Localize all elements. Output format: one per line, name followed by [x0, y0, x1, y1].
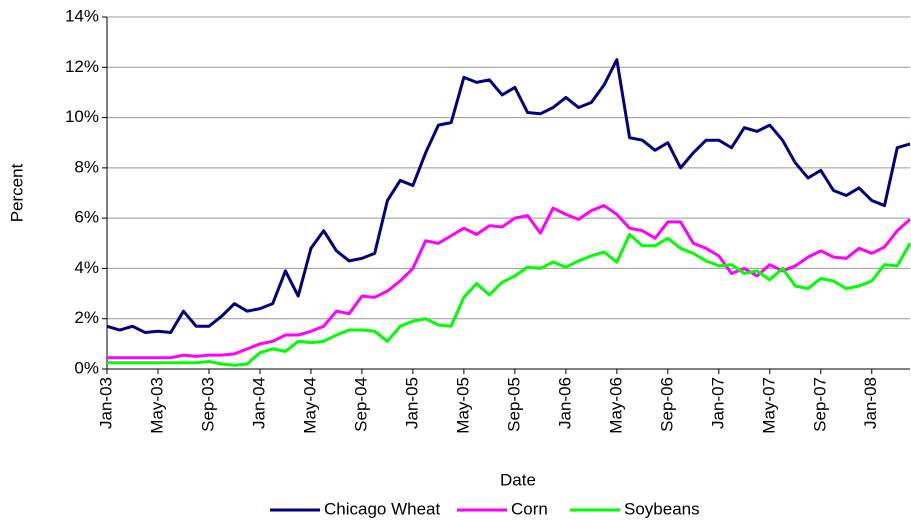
x-tick-label: May-06 — [606, 377, 625, 434]
x-tick-label: Jan-07 — [708, 377, 727, 429]
x-tick-label: Jan-03 — [96, 377, 115, 429]
x-tick-label: May-03 — [147, 377, 166, 434]
y-tick-label: 8% — [74, 157, 99, 176]
series-line — [107, 232, 911, 367]
legend-label: Chicago Wheat — [324, 499, 441, 518]
x-tick-label: May-04 — [300, 377, 319, 434]
x-tick-label: Jan-08 — [861, 377, 880, 429]
x-tick-label: Jan-06 — [555, 377, 574, 429]
y-tick-label: 6% — [74, 208, 99, 227]
x-tick-label: May-05 — [453, 377, 472, 434]
x-tick-label: Jan-04 — [249, 377, 268, 429]
x-tick-label: Jan-05 — [402, 377, 421, 429]
y-axis-title: Percent — [7, 163, 26, 222]
y-tick-label: 10% — [65, 107, 99, 126]
series-line — [106, 58, 911, 335]
x-tick-label: Sep-06 — [657, 377, 676, 432]
x-tick-label: Sep-05 — [504, 377, 523, 432]
x-tick-label: Sep-03 — [198, 377, 217, 432]
y-tick-label: 14% — [65, 6, 99, 25]
legend-label: Corn — [511, 499, 548, 518]
x-axis-title: Date — [500, 470, 536, 489]
x-tick-label: Sep-07 — [810, 377, 829, 432]
legend-label: Soybeans — [624, 499, 700, 518]
y-tick-label: 0% — [74, 358, 99, 377]
y-tick-label: 2% — [74, 308, 99, 327]
x-tick-label: Sep-04 — [351, 377, 370, 432]
series-line — [107, 204, 911, 360]
y-tick-label: 12% — [65, 57, 99, 76]
x-tick-label: May-07 — [759, 377, 778, 434]
y-tick-label: 4% — [74, 258, 99, 277]
